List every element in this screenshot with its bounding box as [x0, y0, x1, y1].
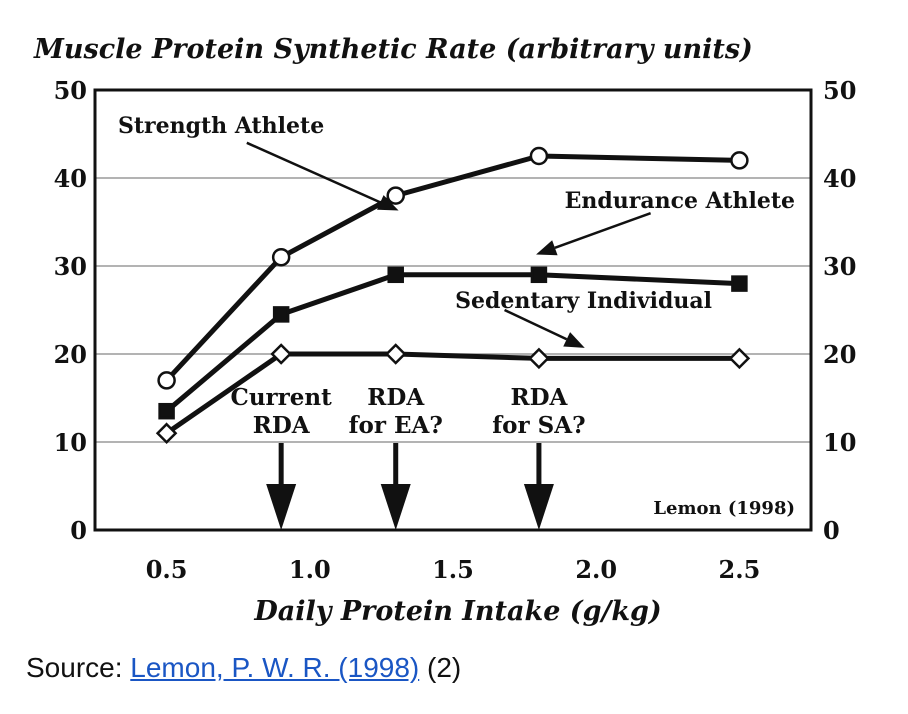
y-tick-label-left: 40 [54, 164, 87, 193]
data-point-sedentary-individual [155, 422, 178, 444]
rda-label-2: for EA? [349, 412, 443, 439]
y-tick-label-right: 50 [823, 76, 856, 105]
y-axis-right-ticks: 0 10 20 30 40 50 [823, 76, 856, 545]
data-point-strength-athlete [271, 247, 291, 267]
series-callouts: Strength Athlete Endurance Athlete Sedenta… [118, 113, 795, 348]
rda-label-2: RDA [367, 384, 425, 411]
callout-arrow-line-strength-athlete [246, 141, 381, 204]
x-tick-label: 1.5 [432, 555, 474, 584]
callout-arrowhead-strength-athlete [377, 195, 399, 211]
chart: Muscle Protein Synthetic Rate (arbitrary… [33, 34, 856, 627]
data-point-sedentary-individual [384, 343, 407, 365]
x-tick-label: 1.0 [289, 555, 331, 584]
y-tick-label-left: 50 [54, 76, 87, 105]
y-tick-label-left: 20 [54, 340, 87, 369]
series-label-endurance-athlete: Endurance Athlete [565, 188, 795, 214]
callout-arrowhead-sedentary-individual [563, 332, 585, 348]
source-link[interactable]: Lemon, P. W. R. (1998) [130, 652, 420, 683]
y-tick-label-left: 30 [54, 252, 87, 281]
callout-arrow-line-endurance-athlete [554, 212, 652, 249]
y-axis-left-ticks: 0 10 20 30 40 50 [54, 76, 87, 545]
x-axis-ticks: 0.5 1.0 1.5 2.0 2.5 [146, 555, 761, 584]
data-point-endurance-athlete [387, 266, 404, 284]
chart-title: Muscle Protein Synthetic Rate (arbitrary… [33, 34, 753, 65]
x-axis-label: Daily Protein Intake (g/kg) [253, 596, 661, 627]
data-point-endurance-athlete [272, 306, 290, 323]
rda-arrowhead-2 [380, 484, 411, 530]
x-tick-label: 2.5 [719, 555, 761, 584]
data-point-sedentary-individual [728, 347, 751, 370]
series-label-strength-athlete: Strength Athlete [118, 113, 324, 139]
y-tick-label-left: 10 [54, 428, 87, 457]
y-tick-label-right: 10 [823, 428, 856, 457]
callout-arrowhead-endurance-athlete [536, 240, 558, 256]
caption-suffix: (2) [419, 652, 462, 683]
source-caption: Source: Lemon, P. W. R. (1998) (2) [26, 652, 461, 684]
y-tick-label-right: 40 [823, 164, 856, 193]
x-tick-label: 0.5 [146, 555, 188, 584]
series-label-sedentary-individual: Sedentary Individual [455, 288, 712, 314]
y-tick-label-right: 20 [823, 340, 856, 369]
data-point-sedentary-individual [270, 343, 292, 365]
data-point-strength-athlete [157, 371, 176, 390]
data-point-endurance-athlete [530, 266, 548, 284]
rda-arrowhead-1 [266, 484, 297, 530]
rda-arrowhead-3 [523, 484, 554, 530]
rda-label-3: RDA [510, 384, 568, 411]
data-point-strength-athlete [529, 146, 549, 166]
series-group [155, 146, 751, 444]
y-tick-label-right: 30 [823, 252, 856, 281]
chart-credit: Lemon (1998) [653, 498, 795, 519]
caption-prefix: Source: [26, 652, 131, 683]
plot-frame [93, 88, 813, 532]
y-tick-label-right: 0 [823, 516, 840, 545]
rda-label-3: for SA? [492, 412, 585, 439]
data-point-strength-athlete [730, 151, 749, 170]
x-tick-label: 2.0 [575, 555, 617, 584]
data-point-endurance-athlete [731, 275, 748, 292]
data-point-sedentary-individual [528, 347, 550, 370]
y-tick-label-left: 0 [70, 516, 87, 545]
rda-label-1: Current [231, 384, 333, 411]
data-point-endurance-athlete [158, 402, 175, 420]
data-point-strength-athlete [386, 186, 405, 205]
callout-arrow-line-sedentary-individual [504, 308, 568, 341]
rda-label-1: RDA [253, 412, 311, 439]
